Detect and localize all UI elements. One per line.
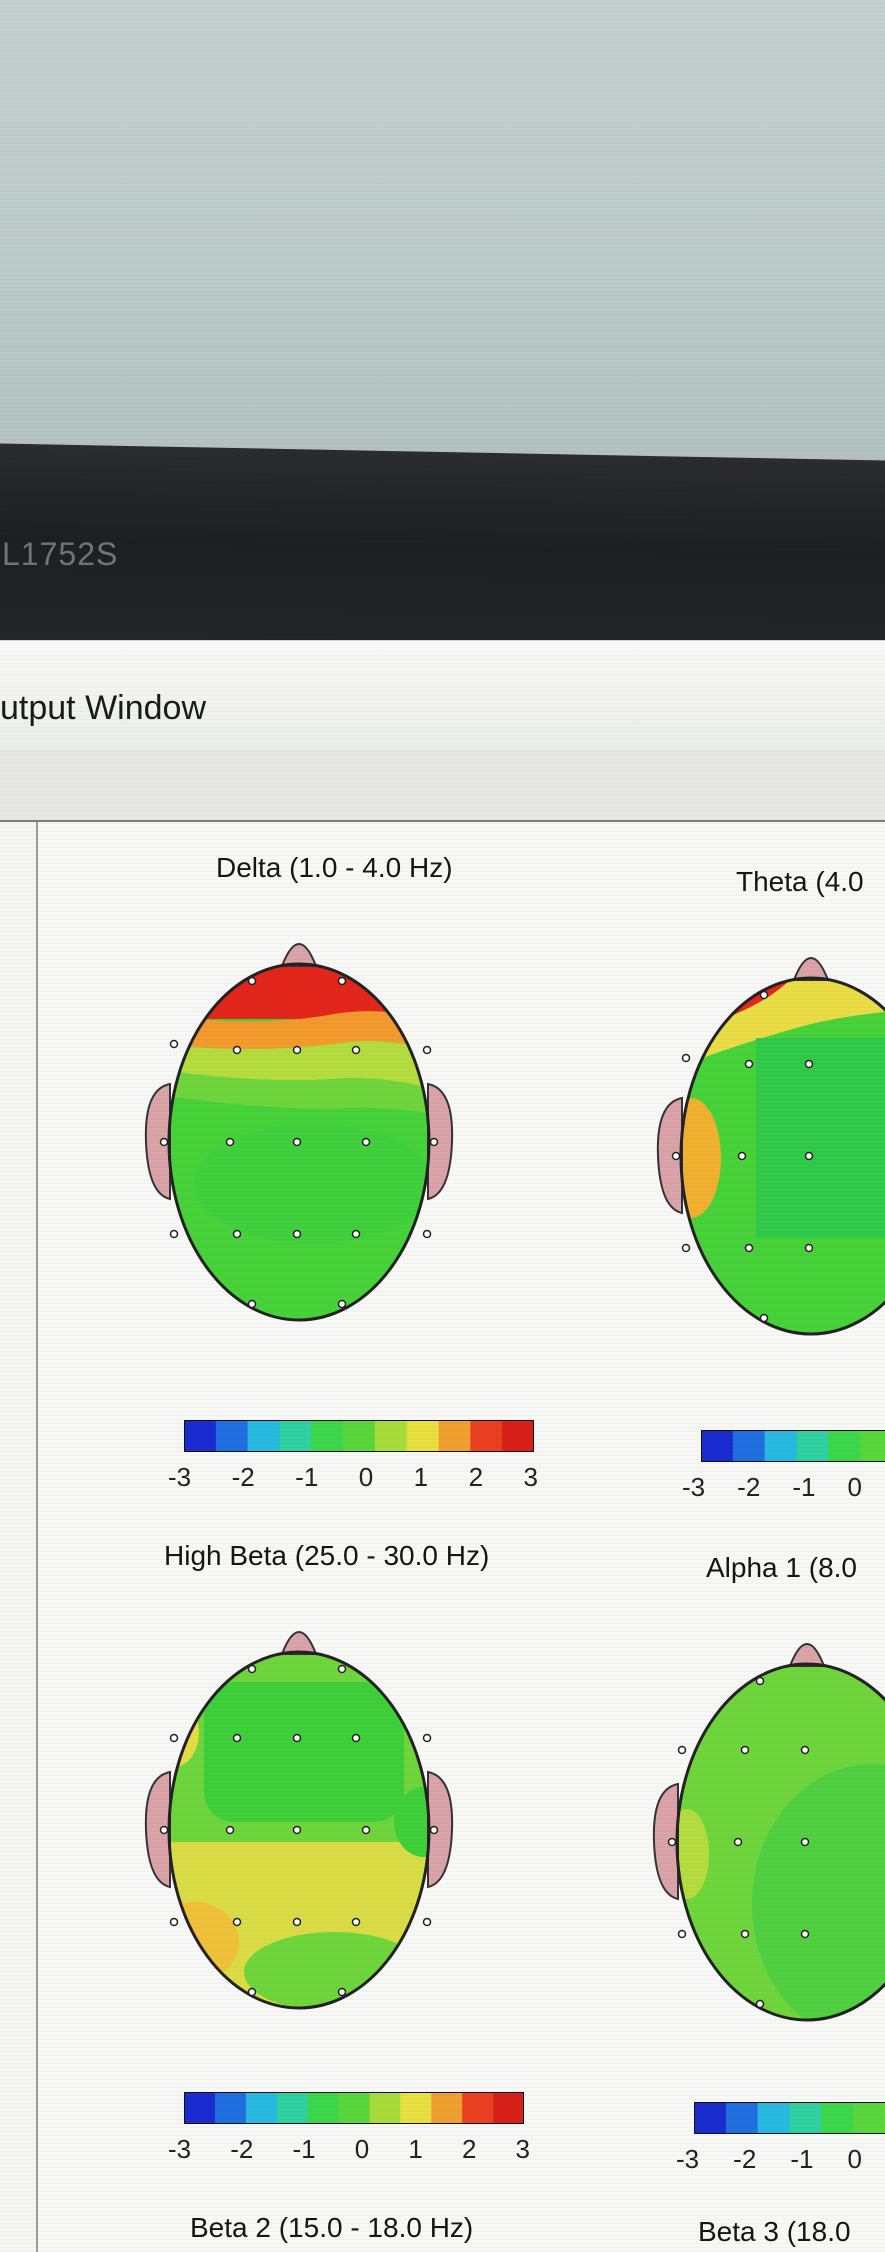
window-title: utput Window [0,689,206,727]
head-map-theta [656,957,885,1336]
tick: -3 [682,1472,706,1502]
scale-swatch [276,2092,309,2124]
scale-ticks-theta: -3 -2 -1 0 [682,1472,862,1503]
scale-swatch [438,1420,471,1452]
tick: 0 [358,1462,374,1492]
monitor-model-label: L1752S [2,536,119,572]
tick: -1 [790,2144,814,2174]
scale-swatch [247,1420,280,1452]
scale-swatch [343,1420,376,1452]
scale-swatch [470,1420,503,1452]
scale-swatch [853,2102,885,2134]
color-scale-alpha1 [694,2102,885,2134]
scale-swatch [860,1430,885,1462]
tick: 3 [515,2134,530,2164]
scale-ticks-alpha1: -3 -2 -1 0 [676,2144,862,2175]
color-scale-theta [701,1430,885,1462]
scale-swatch [184,2092,216,2124]
tick: -2 [231,1462,255,1492]
tick: 3 [523,1462,538,1492]
tick: -1 [792,1472,816,1502]
scale-swatch [311,1420,344,1452]
head-map-alpha1 [652,1643,885,2022]
scale-ticks-high-beta: -3 -2 -1 0 1 2 3 [168,2134,530,2165]
monitor-bezel [0,443,885,671]
scale-swatch [725,2102,759,2134]
monitor-screen: utput Window Delta (1.0 - 4.0 Hz) [0,640,885,2252]
scale-swatch [764,1430,797,1462]
scale-swatch [279,1420,312,1452]
tick: -3 [676,2144,700,2174]
tick: -2 [737,1472,761,1502]
tick: 2 [461,2134,477,2164]
scale-swatch [369,2092,401,2124]
scale-swatch [184,1420,217,1452]
map-title-high-beta: High Beta (25.0 - 30.0 Hz) [164,1540,490,1571]
scale-swatch [462,2092,494,2124]
tick: -1 [295,1462,319,1492]
head-map-high-beta [144,1631,454,2010]
scale-swatch [493,2092,524,2124]
scale-swatch [400,2092,432,2124]
scale-swatch [757,2102,790,2134]
tick: -3 [168,1462,192,1492]
tick: -3 [168,2134,192,2164]
head-map-delta [144,943,454,1322]
color-scale-delta [184,1420,534,1452]
left-ear [656,1096,683,1215]
scale-swatch [406,1420,440,1452]
tick: 2 [468,1462,484,1492]
tick: 0 [847,2144,862,2174]
tick: -1 [292,2134,316,2164]
map-title-theta: Theta (4.0 [736,866,864,897]
tick: 0 [847,1472,862,1502]
tick: 1 [408,2134,423,2164]
scale-swatch [374,1420,408,1452]
map-title-beta3: Beta 3 (18.0 [698,2216,851,2247]
scale-swatch [789,2102,822,2134]
map-title-beta2: Beta 2 (15.0 - 18.0 Hz) [190,2212,474,2243]
scale-swatch [502,1420,534,1452]
scale-swatch [796,1430,829,1462]
scale-swatch [694,2102,727,2134]
left-ear [144,1082,171,1201]
color-scale-high-beta [184,2092,524,2124]
scale-swatch [307,2092,340,2124]
left-panel [0,822,38,2252]
topographic-maps-area: Delta (1.0 - 4.0 Hz) [38,822,885,2252]
right-ear [427,1082,454,1201]
scale-swatch [732,1430,766,1462]
scale-swatch [215,1420,249,1452]
tick: 1 [413,1462,429,1492]
scale-swatch [821,2102,854,2134]
scale-swatch [245,2092,278,2124]
scale-swatch [338,2092,370,2124]
tick: 0 [354,2134,370,2164]
tick: -2 [733,2144,757,2174]
scale-ticks-delta: -3 -2 -1 0 1 2 3 [168,1462,538,1493]
background-wall [0,0,885,470]
map-title-delta: Delta (1.0 - 4.0 Hz) [216,852,453,883]
scale-swatch [701,1430,734,1462]
window-toolbar [0,750,885,822]
scale-swatch [431,2092,463,2124]
tick: -2 [230,2134,254,2164]
scale-swatch [214,2092,247,2124]
scale-swatch [828,1430,861,1462]
map-title-alpha1: Alpha 1 (8.0 [706,1552,857,1583]
window-titlebar[interactable]: utput Window [0,640,885,751]
